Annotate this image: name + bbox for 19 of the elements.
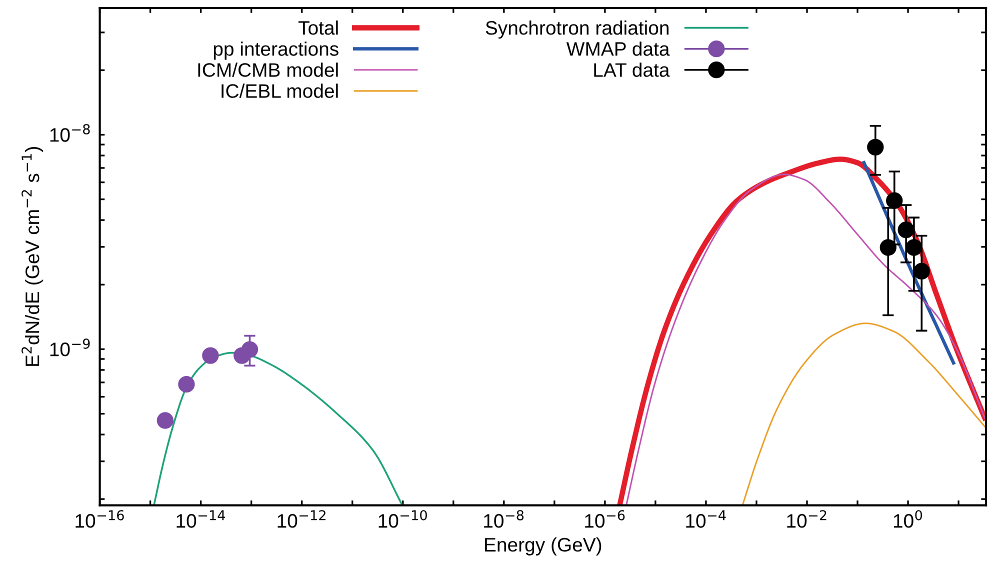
y-axis-title: E$^{2}$dN/dE (GeV cm$^{−2}$ s$^{−1}$): [22, 147, 44, 366]
legend-label: ICM/CMB model: [198, 62, 338, 77]
x-tick-label: 10$^{−12}$: [278, 510, 326, 528]
legend-label: LAT data: [594, 62, 670, 77]
x-tick-label: 10$^{−6}$: [585, 510, 625, 528]
y-tick-label: 10$^{−9}$: [50, 338, 90, 356]
legend-label: Total: [298, 20, 338, 35]
x-tick-label: 10$^{−10}$: [378, 510, 427, 528]
x-tick-label: 10$^{0}$: [894, 510, 922, 528]
legend-label: IC/EBL model: [222, 84, 338, 98]
legend-label: pp interactions: [214, 42, 338, 60]
x-axis-title: Energy (GeV): [485, 537, 602, 556]
x-tick-label: 10$^{−4}$: [686, 510, 726, 528]
x-tick-label: 10$^{−16}$: [76, 510, 124, 528]
legend-label: WMAP data: [566, 42, 670, 56]
x-tick-label: 10$^{−2}$: [787, 510, 826, 528]
x-tick-label: 10$^{−8}$: [484, 510, 524, 528]
legend-label: Synchrotron radiation: [486, 20, 668, 39]
x-tick-label: 10$^{−14}$: [176, 510, 226, 528]
